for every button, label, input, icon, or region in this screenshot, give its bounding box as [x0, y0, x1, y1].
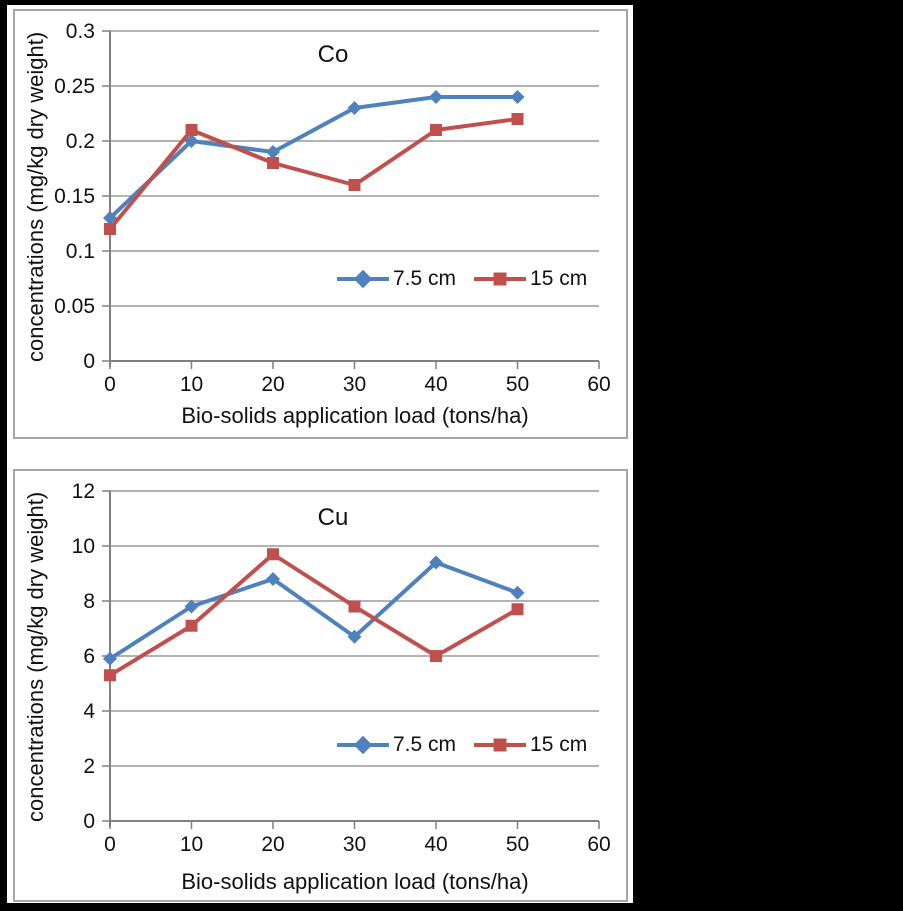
diamond-marker	[429, 90, 443, 104]
figure-background: 0 0.05 0.1 0.15 0.2 0.25 0.3 0 10 20 30 40 50 60 Co c…	[7, 5, 633, 903]
legend-label-75cm: 7.5 cm	[393, 733, 457, 756]
y-axis-label: concentrations (mg/kg dry weight)	[23, 31, 48, 363]
x-tick-label: 50	[506, 833, 529, 856]
legend-item-75cm: 7.5 cm	[337, 267, 456, 291]
y-tick-label: 0.1	[66, 240, 95, 263]
y-tick-label: 2	[83, 755, 95, 778]
chart-panel-co: 0 0.05 0.1 0.15 0.2 0.25 0.3 0 10 20 30 40 50 60 Co c…	[13, 9, 628, 439]
red-line-square-legend-marker	[474, 738, 527, 752]
square-marker	[348, 179, 361, 191]
diamond-marker	[510, 585, 525, 600]
square-marker	[267, 157, 279, 169]
diamond-marker	[347, 629, 362, 644]
x-tick-label: 40	[424, 373, 447, 396]
y-tick-label: 6	[83, 645, 95, 668]
chart-panel-cu: 0 2 4 6 8 10 12 0 10 20 30 40 50 60 Cu concentrations…	[13, 469, 628, 902]
x-tick-label: 60	[587, 833, 610, 856]
y-tick-label: 12	[72, 480, 95, 503]
y-tick-label: 10	[72, 535, 95, 558]
square-marker	[511, 603, 524, 616]
square-marker	[104, 223, 116, 235]
chart-title-cu: Cu	[317, 504, 349, 531]
series-line	[108, 95, 520, 220]
x-tick-label: 0	[104, 373, 116, 396]
y-axis-label: concentrations (mg/kg dry weight)	[23, 491, 48, 823]
x-tick-label: 10	[180, 373, 203, 396]
blue-line-diamond-legend-marker	[337, 735, 389, 755]
co-line-chart: 0 0.05 0.1 0.15 0.2 0.25 0.3 0 10 20 30 40 50 60	[54, 20, 611, 396]
diamond-marker	[184, 134, 199, 148]
y-tick-label: 4	[83, 700, 95, 723]
blue-line-diamond-legend-marker	[337, 269, 389, 289]
diamond-marker	[184, 599, 199, 614]
x-tick-label: 10	[180, 833, 203, 856]
legend-item-15cm: 15 cm	[474, 733, 587, 757]
x-tick-label: 40	[424, 833, 447, 856]
square-marker	[511, 113, 524, 125]
diamond-marker	[347, 101, 362, 115]
x-tick-label: 20	[261, 373, 284, 396]
red-line-square-legend-marker	[474, 272, 527, 286]
legend-label-15cm: 15 cm	[530, 733, 588, 756]
legend-item-15cm: 15 cm	[474, 267, 587, 291]
y-tick-label: 0.15	[54, 185, 95, 208]
square-marker	[104, 669, 116, 682]
y-tick-label: 0	[83, 810, 95, 833]
legend-label-75cm: 7.5 cm	[393, 267, 457, 290]
legend: 7.5 cm 15 cm	[337, 733, 587, 757]
series-line	[108, 560, 520, 661]
x-tick-label: 30	[343, 373, 366, 396]
square-marker	[348, 600, 361, 613]
x-axis-label: Bio-solids application load (tons/ha)	[181, 869, 529, 894]
diamond-marker	[266, 572, 280, 586]
legend-item-75cm: 7.5 cm	[337, 733, 456, 757]
y-tick-label: 0.25	[54, 75, 95, 98]
diamond-marker	[103, 651, 117, 666]
y-tick-label: 0.3	[66, 20, 95, 43]
chart-title-co: Co	[317, 41, 349, 68]
cu-line-chart: 0 2 4 6 8 10 12 0 10 20 30 40 50 60	[72, 480, 611, 856]
diamond-marker	[103, 211, 117, 225]
diamond-marker	[266, 145, 280, 159]
square-marker	[430, 650, 442, 662]
y-tick-label: 8	[83, 590, 95, 613]
x-tick-label: 20	[261, 833, 284, 856]
legend-label-15cm: 15 cm	[530, 267, 588, 290]
series-line	[108, 117, 520, 231]
x-tick-label: 50	[506, 373, 529, 396]
square-marker	[430, 124, 442, 136]
y-tick-label: 0	[83, 350, 95, 373]
y-tick-label: 0.2	[66, 130, 95, 153]
x-tick-label: 60	[587, 373, 610, 396]
x-axis-label: Bio-solids application load (tons/ha)	[181, 403, 529, 428]
diamond-marker	[429, 555, 443, 570]
x-tick-label: 30	[343, 833, 366, 856]
x-tick-label: 0	[104, 833, 116, 856]
legend: 7.5 cm 15 cm	[337, 267, 587, 291]
series-line	[108, 552, 520, 678]
square-marker	[185, 124, 198, 136]
square-marker	[267, 548, 279, 561]
diamond-marker	[510, 90, 525, 104]
y-tick-label: 0.05	[54, 295, 95, 318]
square-marker	[185, 619, 198, 632]
